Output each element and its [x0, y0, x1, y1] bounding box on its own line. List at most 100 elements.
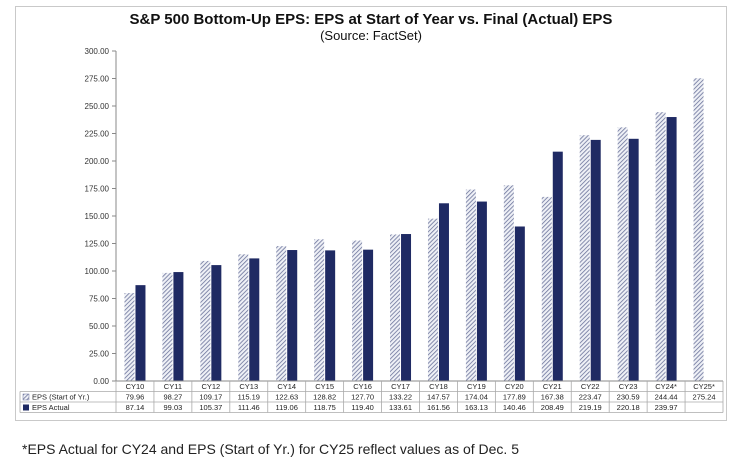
y-tick-label: 100.00: [85, 267, 110, 276]
bar-start-of-year: [352, 240, 363, 381]
chart-title: S&P 500 Bottom-Up EPS: EPS at Start of Y…: [129, 11, 613, 28]
bar-actual: [476, 201, 487, 381]
legend-label: EPS Actual: [32, 403, 70, 412]
data-label: 127.70: [351, 393, 374, 402]
footnote: *EPS Actual for CY24 and EPS (Start of Y…: [22, 441, 519, 457]
y-tick-label: 200.00: [85, 157, 110, 166]
data-label: 109.17: [199, 393, 222, 402]
chart-frame: S&P 500 Bottom-Up EPS: EPS at Start of Y…: [15, 6, 727, 421]
data-label: 219.19: [579, 403, 602, 412]
bar-actual: [325, 250, 336, 381]
data-label: 122.63: [275, 393, 298, 402]
bar-start-of-year: [390, 234, 401, 381]
data-label: 223.47: [579, 393, 602, 402]
y-tick-label: 175.00: [85, 185, 110, 194]
data-label: 163.13: [465, 403, 488, 412]
legend-key-actual: [23, 404, 29, 411]
bar-actual: [590, 139, 601, 381]
y-tick-label: 0.00: [93, 377, 109, 386]
bar-start-of-year: [276, 246, 287, 381]
chart-subtitle: (Source: FactSet): [320, 28, 422, 43]
bar-actual: [211, 265, 222, 381]
data-label: 177.89: [503, 393, 526, 402]
bar-start-of-year: [503, 185, 514, 381]
data-label: 115.19: [238, 393, 260, 402]
bar-start-of-year: [200, 260, 211, 381]
data-label: 230.59: [617, 393, 640, 402]
data-label: 118.75: [313, 403, 335, 412]
data-label: 220.18: [617, 403, 640, 412]
data-label: 128.82: [313, 393, 336, 402]
data-label: 147.57: [427, 393, 450, 402]
x-tick-label: CY14: [277, 382, 296, 391]
bar-start-of-year: [162, 272, 173, 381]
bar-actual: [514, 226, 525, 381]
data-label: 119.06: [276, 403, 298, 412]
data-label: 79.96: [126, 393, 145, 402]
bar-start-of-year: [238, 254, 249, 381]
y-tick-label: 300.00: [85, 47, 110, 56]
x-tick-label: CY12: [201, 382, 220, 391]
data-label: 98.27: [164, 393, 183, 402]
data-label: 133.61: [389, 403, 412, 412]
data-label: 275.24: [693, 393, 716, 402]
y-tick-label: 275.00: [85, 75, 110, 84]
chart-svg: 0.00 25.00 50.00 75.00 100.00 125.00 150.00 175…: [19, 47, 724, 413]
bar-start-of-year: [693, 78, 704, 382]
data-label: 167.38: [541, 393, 564, 402]
legend-key-start-of-year: [22, 393, 30, 401]
data-label: 87.14: [126, 403, 145, 412]
x-tick-label: CY25*: [693, 382, 715, 391]
x-tick-label: CY22: [581, 382, 600, 391]
bar-actual: [287, 250, 298, 381]
bar-actual: [438, 203, 449, 381]
y-tick-label: 25.00: [89, 350, 110, 359]
bar-start-of-year: [655, 112, 666, 381]
legend-label: EPS (Start of Yr.): [32, 393, 90, 402]
data-label: 161.56: [427, 403, 450, 412]
x-tick-label: CY10: [126, 382, 145, 391]
bar-actual: [401, 234, 412, 381]
bar-start-of-year: [124, 293, 135, 381]
x-tick-label: CY19: [467, 382, 486, 391]
x-tick-label: CY21: [543, 382, 562, 391]
y-tick-label: 250.00: [85, 102, 110, 111]
data-label: 140.46: [503, 403, 526, 412]
bar-start-of-year: [541, 196, 552, 381]
data-label: 105.37: [199, 403, 222, 412]
x-tick-label: CY24*: [655, 382, 677, 391]
x-tick-label: CY17: [391, 382, 410, 391]
data-label: 111.46: [238, 403, 260, 412]
bar-start-of-year: [427, 218, 438, 381]
data-label: 244.44: [655, 393, 678, 402]
y-tick-label: 50.00: [89, 322, 110, 331]
x-tick-label: CY15: [315, 382, 334, 391]
y-tick-label: 125.00: [85, 240, 110, 249]
y-tick-label: 75.00: [89, 295, 110, 304]
data-label: 133.22: [389, 393, 412, 402]
bar-actual: [628, 138, 639, 381]
bar-start-of-year: [617, 127, 628, 381]
bar-start-of-year: [579, 135, 590, 381]
data-label: 208.49: [541, 403, 564, 412]
x-tick-label: CY13: [239, 382, 258, 391]
bar-start-of-year: [314, 239, 325, 381]
y-tick-label: 225.00: [85, 130, 110, 139]
x-tick-label: CY20: [505, 382, 524, 391]
data-label: 239.97: [655, 403, 678, 412]
plot-layer: 0.00 25.00 50.00 75.00 100.00 125.00 150.00 175…: [19, 47, 724, 413]
bar-start-of-year: [465, 189, 476, 381]
bar-actual: [249, 258, 260, 381]
bar-actual: [135, 285, 146, 381]
bar-actual: [173, 272, 184, 381]
bar-actual: [363, 249, 374, 381]
data-label: 174.04: [465, 393, 488, 402]
x-tick-label: CY18: [429, 382, 448, 391]
x-tick-label: CY23: [619, 382, 638, 391]
bar-actual: [552, 151, 563, 381]
y-tick-label: 150.00: [85, 212, 110, 221]
bar-actual: [666, 117, 677, 382]
data-label: 99.03: [164, 403, 183, 412]
data-label: 119.40: [351, 403, 373, 412]
x-tick-label: CY11: [164, 382, 182, 391]
